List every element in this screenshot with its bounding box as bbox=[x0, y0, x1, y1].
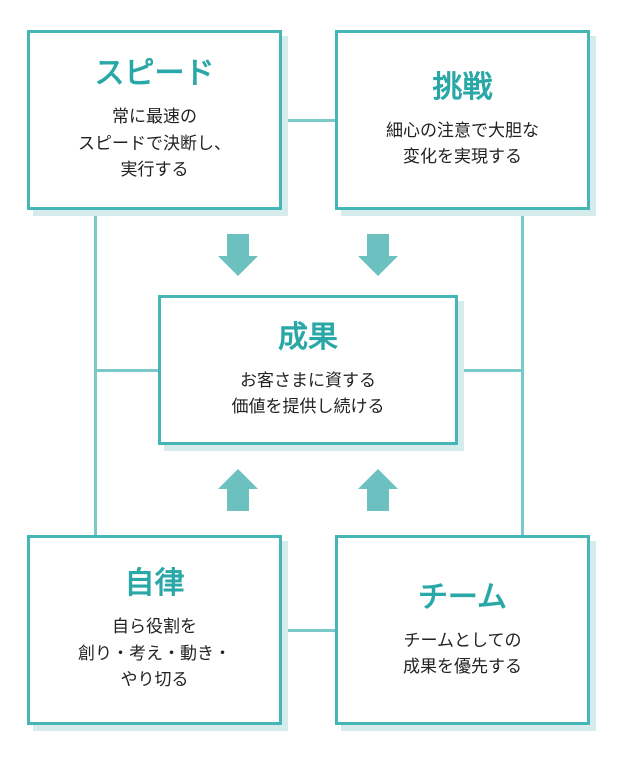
connector-top-h bbox=[282, 119, 335, 122]
arrow-arrow-bl bbox=[218, 469, 258, 511]
node-challenge: 挑戦細心の注意で大胆な 変化を実現する bbox=[335, 30, 590, 210]
diagram-canvas: スピード常に最速の スピードで決断し、 実行する挑戦細心の注意で大胆な 変化を実… bbox=[0, 0, 625, 760]
connector-left-into bbox=[95, 369, 158, 372]
arrow-arrow-tl bbox=[218, 234, 258, 276]
connector-right-into bbox=[458, 369, 522, 372]
arrow-arrow-tr bbox=[358, 234, 398, 276]
node-result: 成果お客さまに資する 価値を提供し続ける bbox=[158, 295, 458, 445]
node-speed-title: スピード bbox=[95, 56, 215, 92]
node-team: チームチームとしての 成果を優先する bbox=[335, 535, 590, 725]
node-autonomy-desc: 自ら役割を 創り・考え・動き・ やり切る bbox=[78, 614, 231, 693]
node-challenge-title: 挑戦 bbox=[433, 70, 493, 106]
arrow-arrow-br bbox=[358, 469, 398, 511]
node-autonomy: 自律自ら役割を 創り・考え・動き・ やり切る bbox=[27, 535, 282, 725]
node-team-desc: チームとしての 成果を優先する bbox=[403, 628, 522, 681]
node-challenge-desc: 細心の注意で大胆な 変化を実現する bbox=[386, 118, 539, 171]
connector-left-v bbox=[94, 210, 97, 535]
node-autonomy-title: 自律 bbox=[125, 566, 185, 602]
connector-right-v bbox=[521, 210, 524, 535]
node-result-desc: お客さまに資する 価値を提供し続ける bbox=[232, 368, 385, 421]
node-speed-desc: 常に最速の スピードで決断し、 実行する bbox=[78, 104, 231, 183]
node-speed: スピード常に最速の スピードで決断し、 実行する bbox=[27, 30, 282, 210]
node-result-title: 成果 bbox=[278, 320, 338, 356]
node-team-title: チーム bbox=[418, 580, 507, 616]
connector-bottom-h bbox=[282, 629, 335, 632]
